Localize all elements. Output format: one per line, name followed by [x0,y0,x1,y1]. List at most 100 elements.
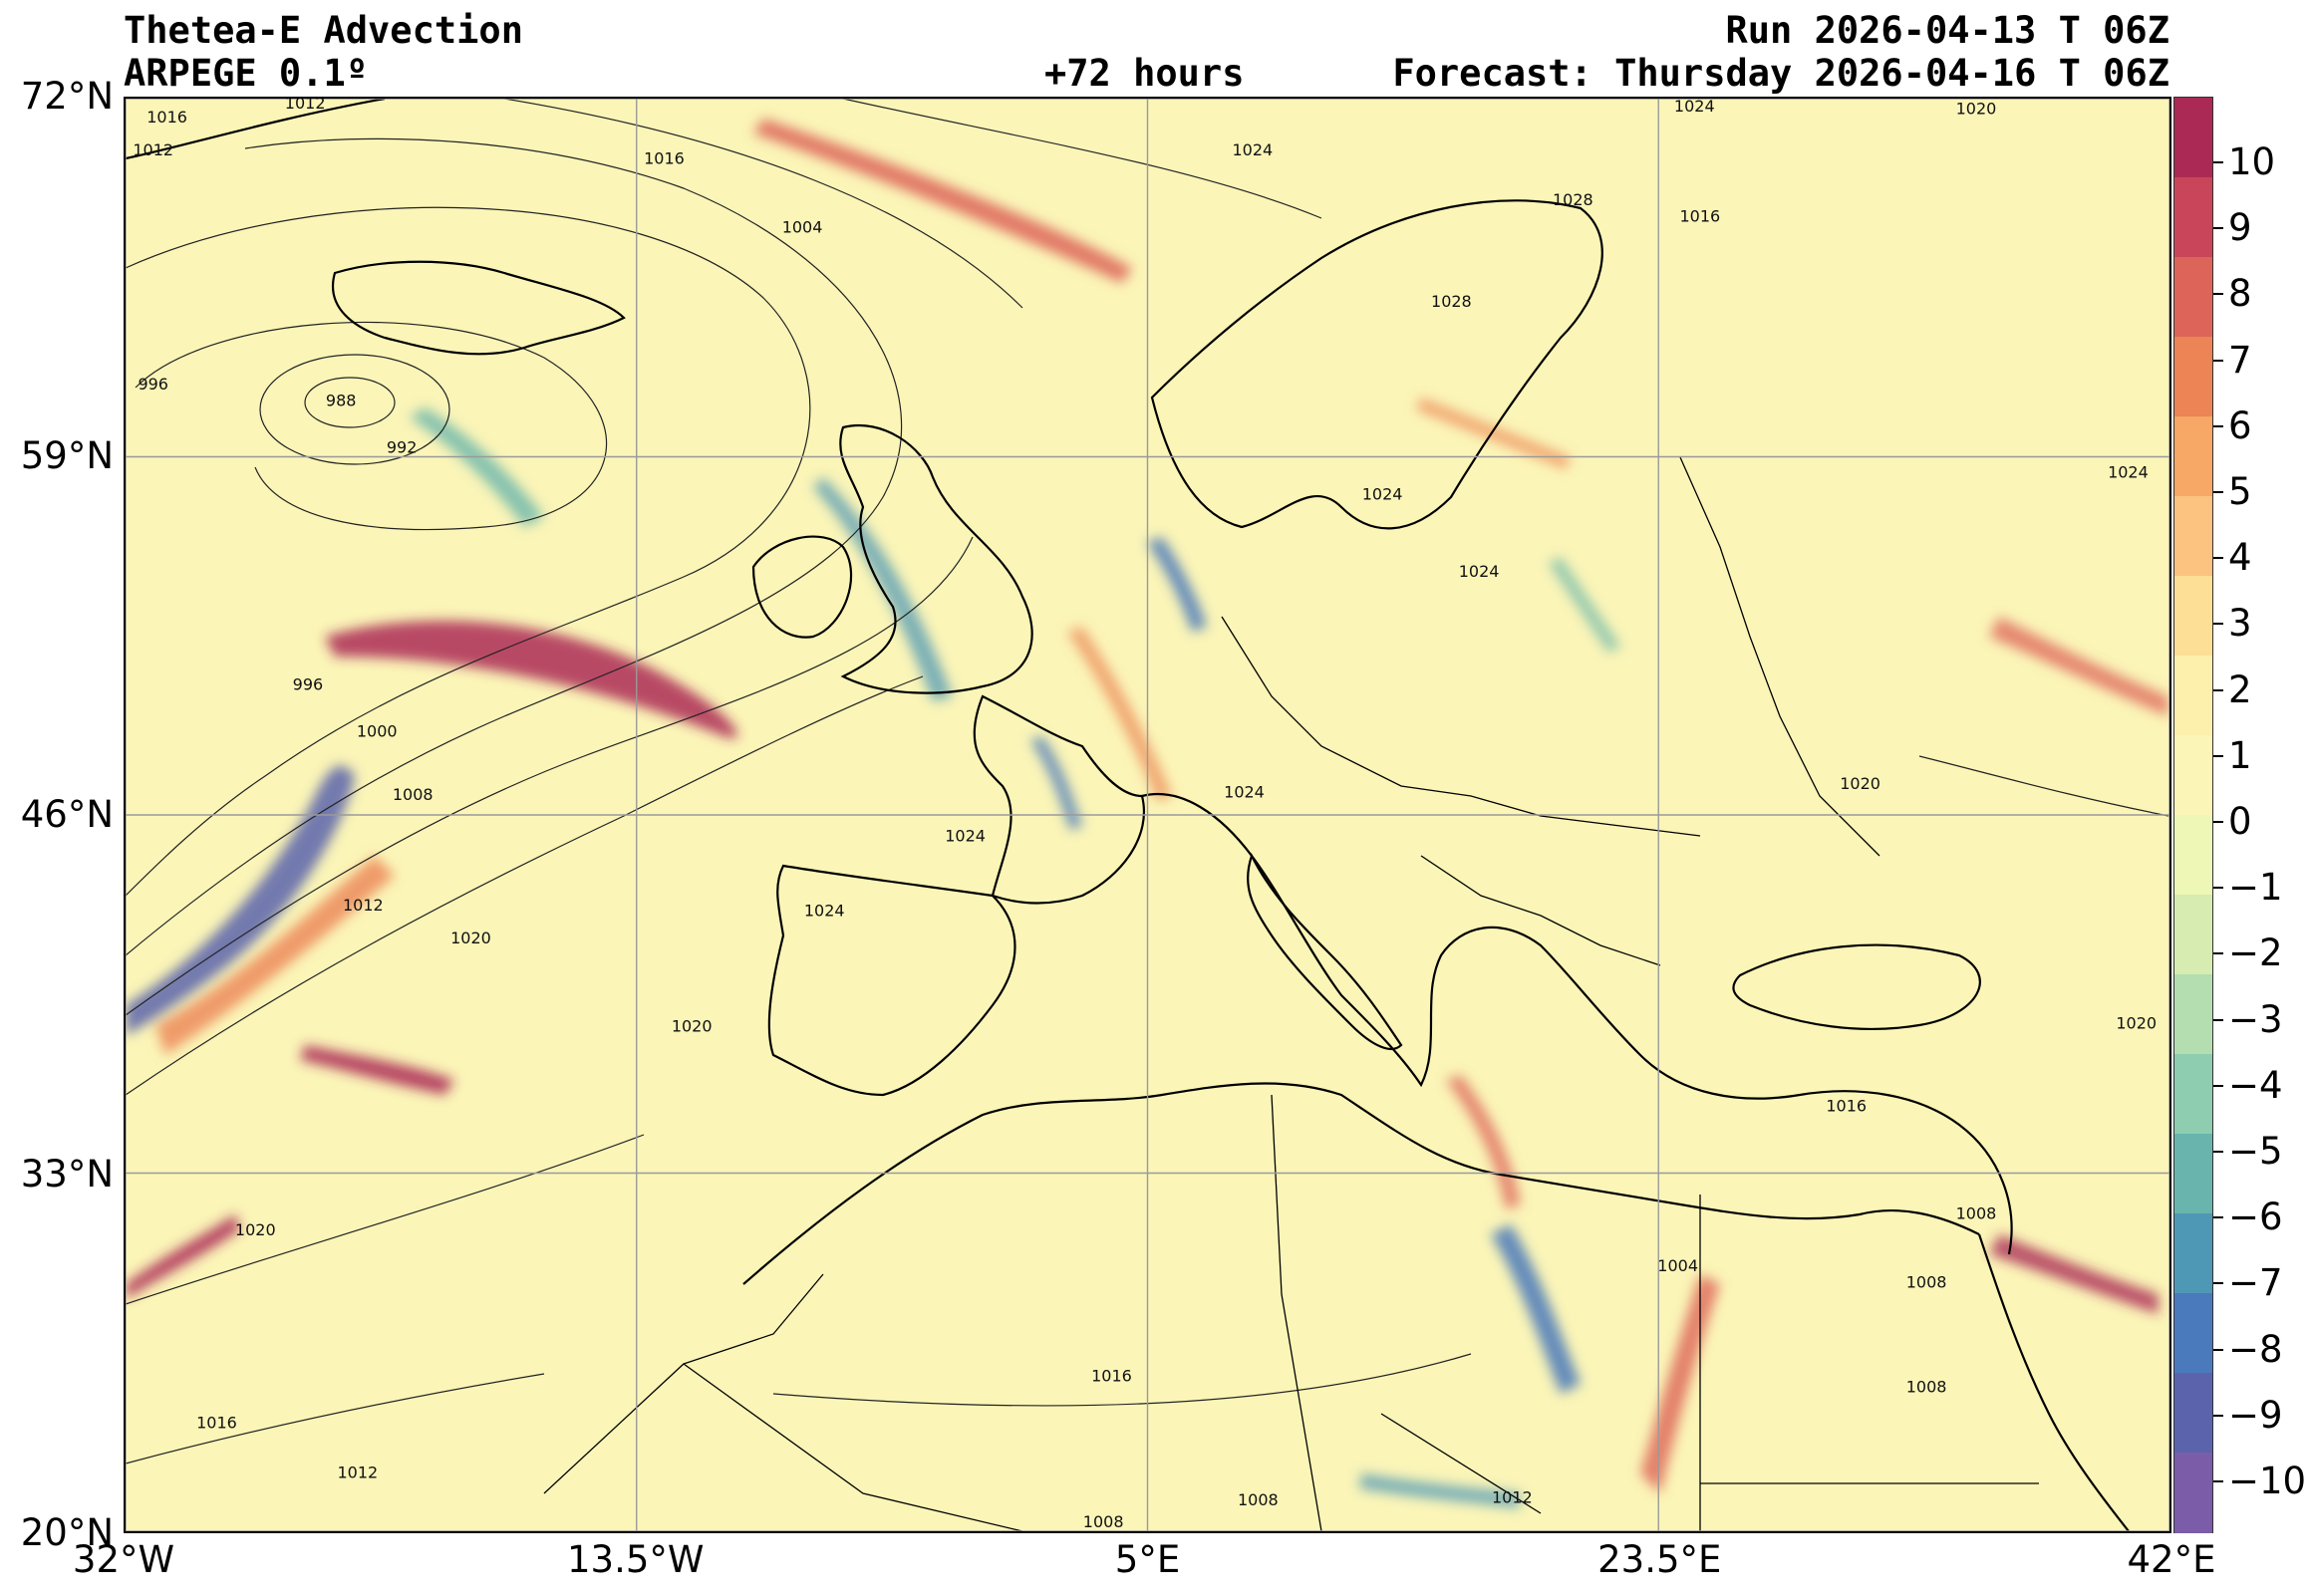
colorbar-tick-mark [2213,1414,2223,1417]
isobar-label: 1024 [1674,99,1715,116]
coast-red-sea [1977,1233,2130,1531]
colorbar-tick-label: −6 [2228,1196,2283,1239]
isobar-1016-north [503,99,1023,309]
run-time: Run 2026-04-13 T 06Z [1725,9,2169,52]
isobar-1024-north [842,99,1322,219]
cold-band-baltic [1549,557,1620,653]
colorbar-segment [2174,1293,2212,1374]
colorbar-tick-label: −7 [2228,1261,2283,1305]
isobar-label: 1008 [1956,1203,1997,1222]
colorbar-tick-label: 10 [2228,140,2276,183]
colorbar-tick-mark [2213,1348,2223,1351]
colorbar-segment [2174,98,2212,178]
warm-band-azores [155,856,395,1055]
isobar-label: 1028 [1431,292,1472,311]
isobar-label: 1016 [146,108,187,127]
colorbar-tick-label: −10 [2228,1460,2307,1502]
isobar-label: 1016 [644,148,685,167]
colorbar-segment [2174,177,2212,258]
cold-band-atlantic-front [126,765,355,1035]
colorbar-tick-label: 8 [2228,272,2252,316]
isobar-label: 1000 [357,722,398,741]
country-borders [543,456,2039,1531]
lon-tick-label: 13.5°W [567,1538,705,1581]
isobar-label: 1004 [782,217,823,236]
warm-band-north-sea [1067,627,1172,801]
colorbar-tick-mark [2213,424,2223,427]
lon-tick-label: 42°E [2127,1538,2216,1581]
coast-iberia [767,864,1016,1097]
colorbar-tick-label: 5 [2228,470,2252,513]
colorbar-tick-mark [2213,557,2223,560]
warm-band-atlantic-jet [325,621,738,738]
map-panel[interactable]: 1016 1012 1012 1016 1024 1024 1020 1004 1016 1028… [124,97,2171,1533]
colorbar-segment [2174,257,2212,338]
coast-mediterranean-north [1141,793,2013,1255]
colorbar-segment [2174,1134,2212,1214]
coast-iceland [332,260,626,356]
colorbar-segment [2174,496,2212,577]
isobar-label: 992 [387,438,418,457]
isobar-label: 1020 [672,1016,713,1035]
colorbar-tick-label: 2 [2228,667,2252,711]
isobar-label: 1020 [235,1220,276,1239]
isobar-label: 1012 [133,140,173,159]
colorbar-tick-mark [2213,491,2223,493]
colorbar-tick-mark [2213,1282,2223,1285]
isobar-label: 1012 [337,1463,378,1481]
colorbar-tick-mark [2213,161,2223,163]
colorbar-tick-label: 0 [2228,800,2252,843]
colorbar-segment [2174,1453,2212,1533]
coast-scandinavia [1150,199,1603,530]
lat-tick-label: 20°N [20,1511,114,1554]
isobar-1004 [126,206,811,897]
colorbar-tick-label: −1 [2228,866,2283,910]
isobar-label: 1008 [1238,1490,1279,1509]
isobar-label: 996 [138,375,168,394]
isobar-label: 1024 [2108,463,2149,482]
isobar-labels: 1016 1012 1012 1016 1024 1024 1020 1004 1016 1028… [133,99,2157,1531]
colorbar-tick-label: −4 [2228,1063,2283,1107]
isobar-label: 1016 [1826,1097,1867,1116]
map-canvas[interactable]: 1016 1012 1012 1016 1024 1024 1020 1004 1016 1028… [126,99,2169,1531]
colorbar-tick-label: 3 [2228,602,2252,646]
lead-time: +72 hours [1044,52,1245,95]
coast-africa-north [742,1082,1980,1285]
colorbar-tick-mark [2213,1480,2223,1482]
isobar-label: 1024 [804,901,845,920]
colorbar-tick-mark [2213,293,2223,296]
isobar-label: 1012 [1492,1487,1533,1506]
border-eastern-europe [1679,456,1880,857]
lat-tick-label: 59°N [20,433,114,477]
warm-band-canary [126,1214,240,1299]
lat-tick-label: 33°N [20,1152,114,1196]
colorbar-tick-mark [2213,359,2223,362]
cold-band-france [1030,736,1082,830]
isobar-label: 1008 [1906,1378,1947,1397]
warm-band-sw [300,1045,454,1095]
coast-great-britain [839,424,1033,694]
colorbar-segment [2174,416,2212,497]
border-sahara-3 [1380,1413,1542,1514]
colorbar-segment [2174,895,2212,975]
isobars [126,99,2169,1464]
colorbar-tick-label: 6 [2228,403,2252,447]
coast-france [973,694,1145,905]
cold-band-sahara [1359,1473,1521,1508]
colorbar-tick-label: −5 [2228,1130,2283,1173]
colorbar-segment [2174,1054,2212,1135]
isobar-label: 996 [293,675,324,694]
colorbar-tick-mark [2213,754,2223,757]
border-sahara-1 [683,1363,1023,1531]
isobar-1008 [126,137,903,956]
colorbar-segment [2174,815,2212,896]
colorbar-tick-mark [2213,623,2223,626]
lon-tick-label: 23.5°E [1597,1538,1722,1581]
colorbar-segment [2174,576,2212,657]
cold-band-iceland [410,407,544,527]
colorbar-tick-mark [2213,952,2223,955]
isobar-label: 1012 [285,99,326,113]
colorbar-tick-label: −8 [2228,1327,2283,1371]
isobar-1020-south [126,1134,645,1305]
coast-black-sea [1732,943,1981,1031]
